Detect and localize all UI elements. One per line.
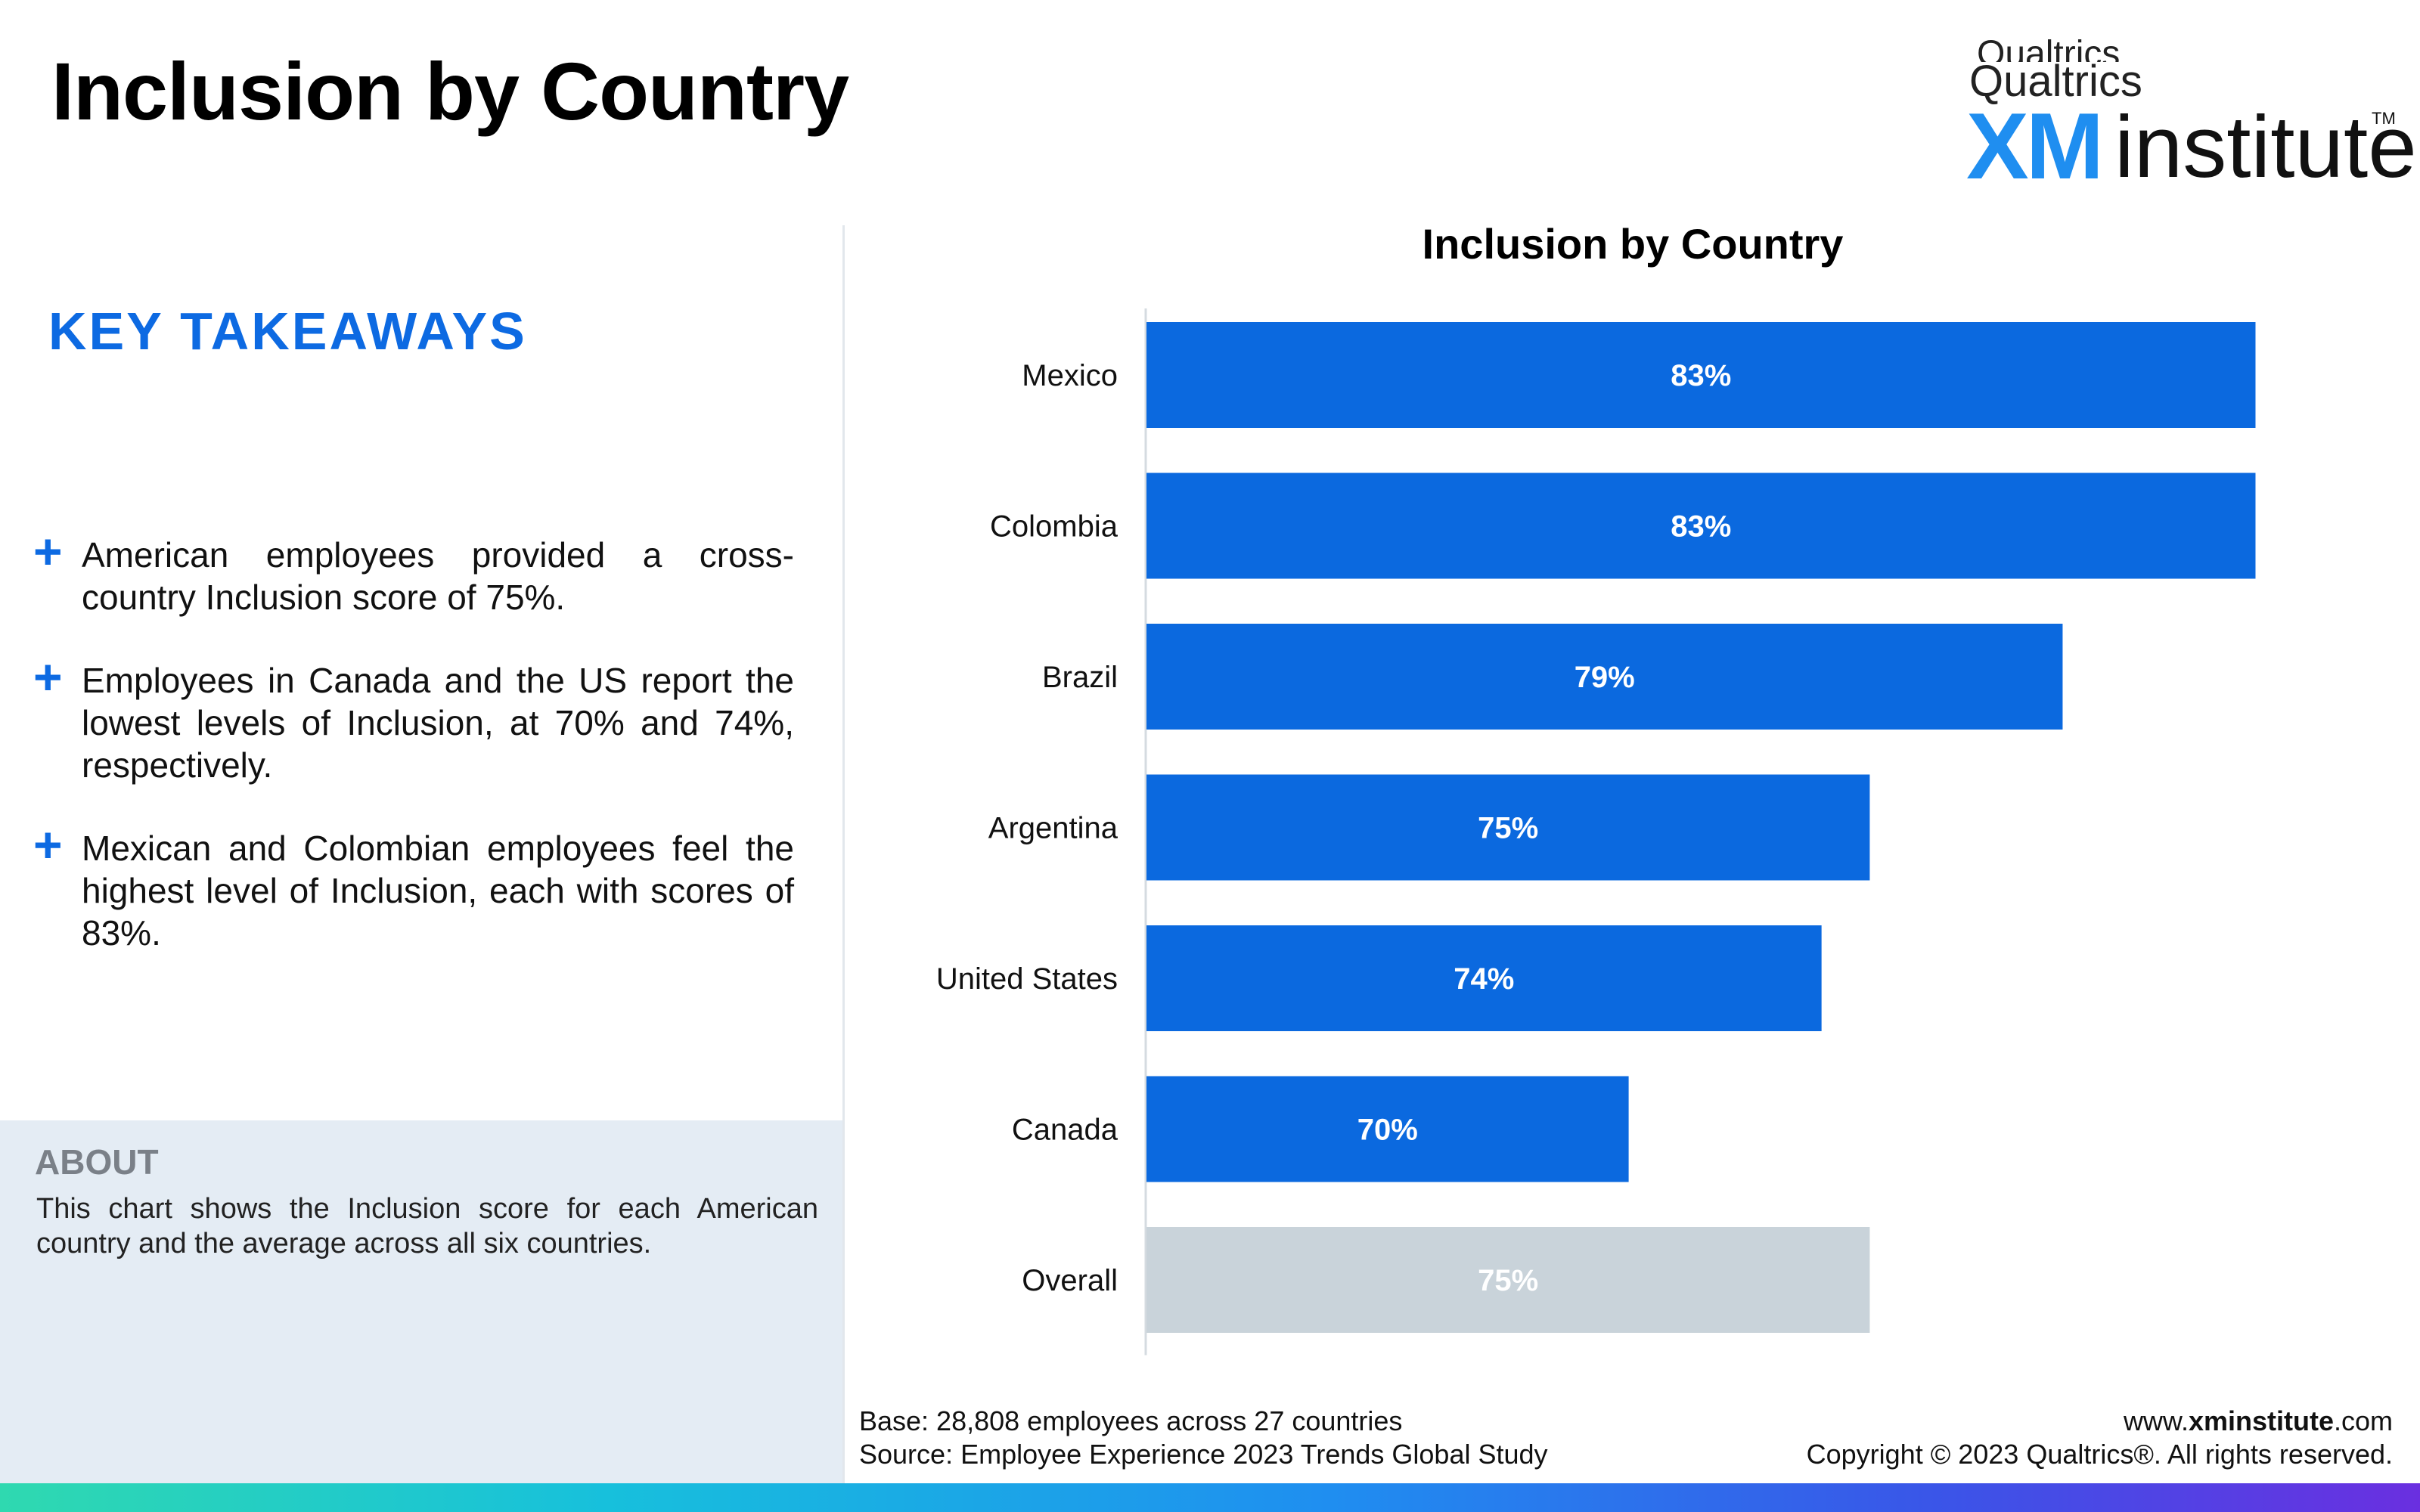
inclusion-bar-chart: Inclusion by Country Mexico 83% Colombia 83… [845, 212, 2420, 1376]
bar-mexico [1146, 322, 2256, 428]
value-label: 70% [1357, 1114, 1418, 1147]
category-label: Colombia [990, 510, 1118, 544]
about-heading: ABOUT [35, 1142, 159, 1182]
category-label: Brazil [1042, 661, 1118, 694]
plus-icon: + [33, 649, 63, 705]
url-suffix: .com [2333, 1405, 2393, 1436]
takeaways-list: + American employees provided a cross-co… [33, 526, 794, 995]
bar-canada [1146, 1076, 1629, 1182]
plus-icon: + [33, 816, 63, 872]
value-label: 83% [1671, 359, 1731, 392]
about-box: ABOUT This chart shows the Inclusion sco… [0, 1120, 842, 1483]
logo-qualtrics-text: Qualtrics [1969, 57, 2142, 106]
bar-brazil [1146, 624, 2063, 730]
xm-institute-logo: Qualtrics Qualtrics XM institute TM [1966, 30, 2417, 194]
logo-top-text: Qualtrics [1977, 34, 2121, 62]
about-text: This chart shows the Inclusion score for… [36, 1193, 818, 1259]
url-prefix: www. [2123, 1405, 2189, 1436]
page-title: Inclusion by Country [51, 45, 849, 137]
takeaway-item: + Mexican and Colombian employees feel t… [33, 820, 794, 954]
bar-argentina [1146, 774, 1870, 881]
value-label: 74% [1454, 962, 1514, 996]
category-label: Argentina [988, 812, 1118, 845]
category-label: United States [936, 962, 1118, 996]
left-panel: KEY TAKEAWAYS + American employees provi… [0, 227, 842, 1483]
takeaway-text: Employees in Canada and the US report th… [82, 661, 794, 785]
source-note: Source: Employee Experience 2023 Trends … [859, 1439, 1548, 1470]
brand-gradient-bar [0, 1483, 2420, 1512]
panel-divider [842, 225, 845, 1483]
logo-xm-text: XM [1966, 94, 2104, 199]
bar-united-states [1146, 925, 1822, 1031]
value-label: 75% [1478, 1264, 1538, 1297]
footer-notes: Base: 28,808 employees across 27 countri… [859, 1405, 1548, 1471]
takeaway-text: Mexican and Colombian employees feel the… [82, 829, 794, 953]
website-link[interactable]: www.xminstitute.com [1807, 1405, 2393, 1438]
footer-credits: www.xminstitute.com Copyright © 2023 Qua… [1807, 1405, 2393, 1471]
chart-canvas: Mexico 83% Colombia 83% Brazil 79% Argentina 75… [936, 308, 2256, 1356]
key-takeaways-heading: KEY TAKEAWAYS [48, 302, 527, 361]
category-label: Overall [1022, 1264, 1118, 1297]
value-label: 79% [1575, 661, 1635, 694]
value-label: 75% [1478, 812, 1538, 845]
bar-colombia [1146, 472, 2256, 579]
url-domain: xminstitute [2188, 1405, 2334, 1436]
takeaway-item: + Employees in Canada and the US report … [33, 652, 794, 786]
chart-title: Inclusion by Country [1422, 220, 1844, 268]
takeaway-item: + American employees provided a cross-co… [33, 526, 794, 618]
category-label: Mexico [1022, 359, 1118, 392]
category-label: Canada [1012, 1114, 1118, 1147]
plus-icon: + [33, 523, 63, 579]
logo-trademark: TM [2372, 109, 2396, 128]
takeaway-text: American employees provided a cross-coun… [82, 535, 794, 617]
bar-overall [1146, 1227, 1870, 1333]
base-note: Base: 28,808 employees across 27 countri… [859, 1405, 1403, 1436]
logo-institute-text: institute [2114, 98, 2417, 196]
value-label: 83% [1671, 510, 1731, 544]
copyright-text: Copyright © 2023 Qualtrics®. All rights … [1806, 1439, 2393, 1470]
